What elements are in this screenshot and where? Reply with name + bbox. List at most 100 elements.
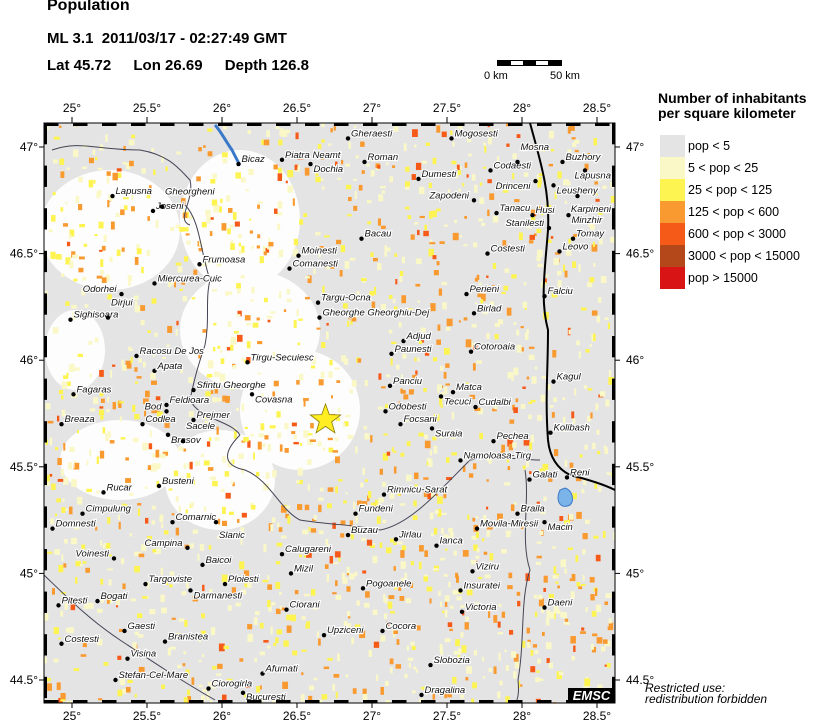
density-cell <box>185 582 189 589</box>
density-cell <box>564 568 567 574</box>
density-cell <box>273 164 278 170</box>
density-cell <box>448 581 451 588</box>
density-cell <box>414 222 419 225</box>
density-cell <box>210 627 216 636</box>
city-dot-icon <box>101 490 106 495</box>
city-label: Costesti <box>65 634 100 645</box>
density-cell <box>71 304 77 309</box>
density-cell <box>520 404 526 409</box>
density-cell <box>100 398 105 403</box>
density-cell <box>321 186 325 190</box>
density-cell <box>325 538 329 545</box>
city-label: Codlea <box>146 414 176 425</box>
density-cell <box>473 649 477 656</box>
density-cell <box>327 657 333 661</box>
city-dot-icon <box>105 315 111 320</box>
density-cell <box>49 473 53 477</box>
density-cell <box>222 455 226 463</box>
density-cell <box>261 139 265 145</box>
lon-tick-label: 25.5° <box>133 709 161 723</box>
density-cell <box>149 608 156 615</box>
density-cell <box>195 460 200 466</box>
frame-tick <box>612 506 615 528</box>
density-cell <box>126 162 131 170</box>
density-cell <box>332 522 336 529</box>
density-cell <box>189 479 196 485</box>
density-cell <box>237 234 242 239</box>
density-cell <box>412 129 418 137</box>
density-cell <box>253 617 258 625</box>
density-cell <box>445 457 450 463</box>
density-cell <box>471 324 477 328</box>
density-cell <box>452 171 459 178</box>
density-cell <box>135 381 138 385</box>
density-cell <box>207 128 213 132</box>
density-cell <box>592 633 598 637</box>
city-dot-icon <box>449 136 454 141</box>
density-cell <box>313 677 318 681</box>
density-cell <box>389 538 395 543</box>
legend-item: 600 < pop < 3000 <box>660 223 800 245</box>
density-cell <box>527 641 531 648</box>
density-cell <box>88 602 94 609</box>
city-dot-icon <box>284 607 289 612</box>
density-cell <box>74 523 80 530</box>
city-dot-icon <box>236 161 241 167</box>
density-cell <box>291 431 296 435</box>
density-cell <box>539 530 544 536</box>
density-cell <box>81 166 87 170</box>
density-cell <box>369 543 375 548</box>
density-cell <box>428 459 433 468</box>
density-cell <box>304 593 311 597</box>
density-cell <box>227 605 232 611</box>
density-cell <box>266 130 270 137</box>
density-cell <box>584 163 589 170</box>
city-dot-icon <box>387 383 393 388</box>
density-cell <box>243 570 250 577</box>
density-cell <box>317 441 322 447</box>
density-cell <box>443 386 448 395</box>
density-cell <box>147 535 153 542</box>
density-cell <box>176 438 180 443</box>
density-cell <box>417 300 420 303</box>
density-cell <box>349 520 354 527</box>
lat-tick-label: 46° <box>626 353 644 367</box>
density-cell <box>513 407 518 414</box>
density-cell <box>451 411 455 420</box>
density-cell <box>185 509 188 514</box>
density-cell <box>408 662 411 669</box>
density-cell <box>523 520 527 526</box>
density-cell <box>260 393 264 399</box>
density-cell <box>371 301 376 308</box>
density-cell <box>267 443 272 452</box>
density-cell <box>236 334 243 342</box>
city: Focsani <box>398 413 439 427</box>
density-cell <box>570 591 575 599</box>
density-cell <box>310 423 314 429</box>
density-cell <box>424 349 430 356</box>
density-cell <box>436 339 441 345</box>
city-dot-icon <box>398 421 403 427</box>
density-cell <box>392 165 396 168</box>
density-cell <box>530 209 537 215</box>
density-cell <box>363 425 367 430</box>
density-cell <box>598 238 603 245</box>
density-cell <box>540 394 546 403</box>
city: Costesti <box>59 633 101 646</box>
density-cell <box>526 376 530 380</box>
density-cell <box>119 300 124 305</box>
city-label: Campina <box>144 538 182 549</box>
density-cell <box>362 467 366 475</box>
density-cell <box>614 699 615 703</box>
density-cell <box>181 591 187 596</box>
density-cell <box>559 602 563 606</box>
density-cell <box>551 546 557 549</box>
density-cell <box>187 689 191 696</box>
density-cell <box>63 477 69 485</box>
city-dot-icon <box>582 168 588 173</box>
city: Gheorghe Gheorghiu-Dej <box>317 306 431 320</box>
city-dot-icon <box>464 291 469 297</box>
density-cell <box>327 487 334 492</box>
density-cell <box>277 173 283 181</box>
density-cell <box>479 432 484 440</box>
